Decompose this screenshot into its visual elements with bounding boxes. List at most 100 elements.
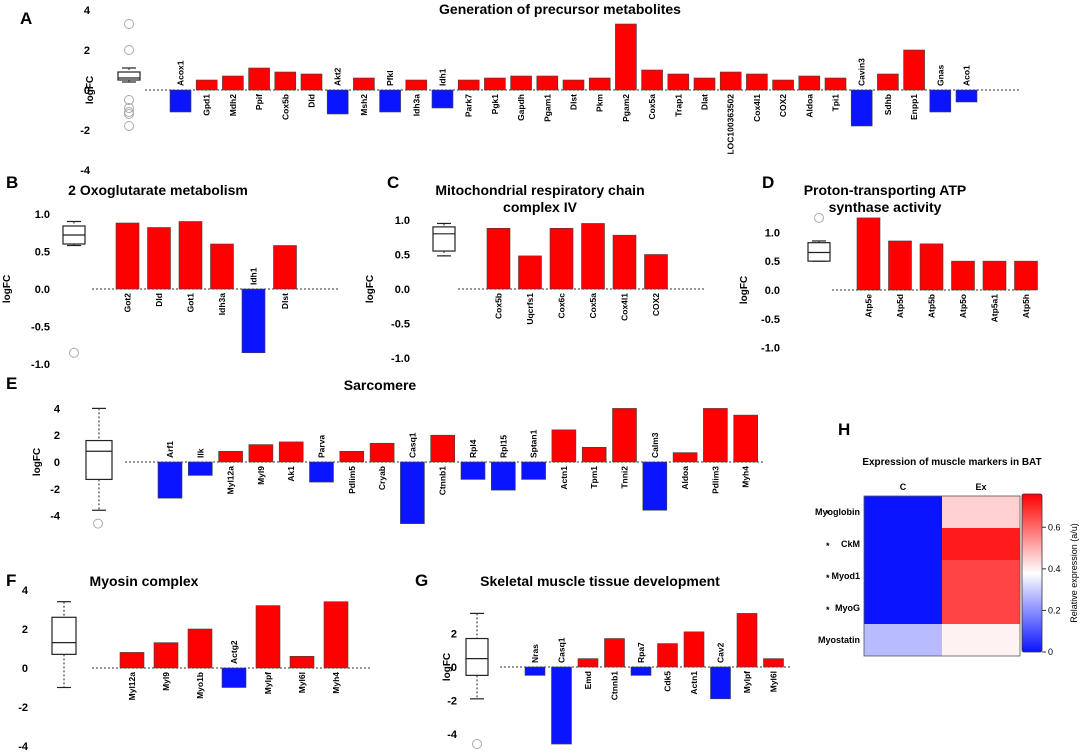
panel-title: Mitochondrial respiratory chain <box>435 182 644 198</box>
bar <box>951 260 975 291</box>
y-tick-label: 1.0 <box>395 215 410 227</box>
boxplot <box>432 222 456 257</box>
bar <box>551 429 577 463</box>
bar <box>289 655 315 669</box>
category-label: Cryab <box>377 466 387 490</box>
bar <box>856 217 881 291</box>
category-label: Pgk1 <box>490 94 500 115</box>
y-axis-label: logFC <box>365 275 376 303</box>
category-label: Mylpf <box>263 672 273 694</box>
category-label: Aldoa <box>680 466 690 490</box>
bar <box>510 75 532 91</box>
y-tick-label: -4 <box>80 165 91 177</box>
bar <box>273 245 297 290</box>
bar <box>379 89 401 113</box>
category-label: Cox5b <box>494 293 504 319</box>
category-label: Cox6c <box>557 293 567 319</box>
bar <box>683 631 705 668</box>
y-tick-label: -2 <box>80 125 90 137</box>
panel-e: E Sarcomere 4 2 0 -2 -4 logFC Arf1 Ilk Myl12a Myl9 A… <box>6 374 763 529</box>
y-tick-label: 2 <box>451 629 457 641</box>
box-outlier <box>124 109 134 119</box>
bar <box>612 234 637 290</box>
category-label: Casq1 <box>407 432 417 458</box>
y-tick-label: -2 <box>50 484 60 496</box>
box-outlier <box>124 95 134 105</box>
panel-letter: B <box>6 173 18 192</box>
heatmap-cell <box>942 624 1020 656</box>
bar <box>641 69 663 91</box>
bar <box>490 461 516 491</box>
bar <box>178 221 203 290</box>
bar <box>772 79 794 91</box>
bar <box>581 446 607 463</box>
category-label: Arf1 <box>165 441 175 458</box>
heatmap-cell <box>864 528 942 560</box>
bar <box>719 71 742 91</box>
y-axis-label: logFC <box>85 76 96 104</box>
boxplot <box>117 19 141 131</box>
box-outlier <box>472 739 482 750</box>
bar <box>850 89 873 127</box>
colorbar-tick-label: 0.4 <box>1048 564 1061 574</box>
boxplot <box>85 407 113 529</box>
bar <box>153 642 179 669</box>
box-iqr <box>85 439 113 481</box>
category-label: Cox4l1 <box>620 293 630 321</box>
category-label: Cox4l1 <box>752 94 762 122</box>
y-tick-label: -1.0 <box>391 353 410 365</box>
bar <box>929 89 952 113</box>
box-outlier <box>124 103 134 113</box>
category-label: Dlst <box>280 293 290 309</box>
bar <box>255 605 281 669</box>
bar <box>323 601 349 669</box>
category-label: Aldoa <box>804 94 814 118</box>
category-label: Rpl4 <box>468 439 478 458</box>
panel-a: A Generation of precursor metabolites 4 2 0 -… <box>20 1 1020 177</box>
bar <box>457 79 480 91</box>
category-label: Myo1b <box>195 672 205 699</box>
boxplot <box>51 601 77 689</box>
category-label: Pdlim5 <box>347 466 357 494</box>
category-label: Gpd1 <box>202 94 212 116</box>
box-outlier <box>814 212 824 223</box>
panel-letter: C <box>387 173 399 192</box>
bar <box>919 243 944 291</box>
category-label: Pdlim3 <box>710 466 720 494</box>
category-label: Msh2 <box>359 94 369 116</box>
category-label: Myh4 <box>741 466 751 488</box>
category-label: Tpm1 <box>589 466 599 489</box>
bar <box>353 77 375 91</box>
bar <box>693 77 716 91</box>
y-tick-label: -0.5 <box>761 314 780 326</box>
category-label: Trap1 <box>673 94 683 117</box>
category-label: Dlat <box>700 94 710 110</box>
category-label: Gnas <box>935 64 945 86</box>
bar <box>577 658 599 668</box>
category-label: Park7 <box>464 94 474 117</box>
bar <box>955 89 978 103</box>
category-label: Pfkl <box>385 70 395 86</box>
bar <box>524 666 546 676</box>
y-tick-label: 0.0 <box>395 284 410 296</box>
bar <box>326 89 349 115</box>
category-label: Got1 <box>186 293 196 313</box>
heatmap-row-label: MyoG <box>835 603 860 613</box>
bar <box>710 666 731 700</box>
y-tick-label: 1.0 <box>765 227 780 239</box>
bar <box>903 49 925 91</box>
panel-title: Sarcomere <box>344 377 417 393</box>
y-tick-label: 0 <box>451 662 457 674</box>
boxplot <box>465 612 489 750</box>
heatmap-row-label: Myod1 <box>831 571 860 581</box>
heatmap-cell <box>864 624 942 656</box>
category-label: Parva <box>317 435 327 458</box>
heatmap-row-label: CkM <box>841 539 860 549</box>
bar <box>486 227 511 290</box>
y-tick-label: -0.5 <box>391 319 410 331</box>
bar <box>218 450 243 463</box>
bar <box>746 73 768 91</box>
panel-title: synthase activity <box>829 199 942 215</box>
